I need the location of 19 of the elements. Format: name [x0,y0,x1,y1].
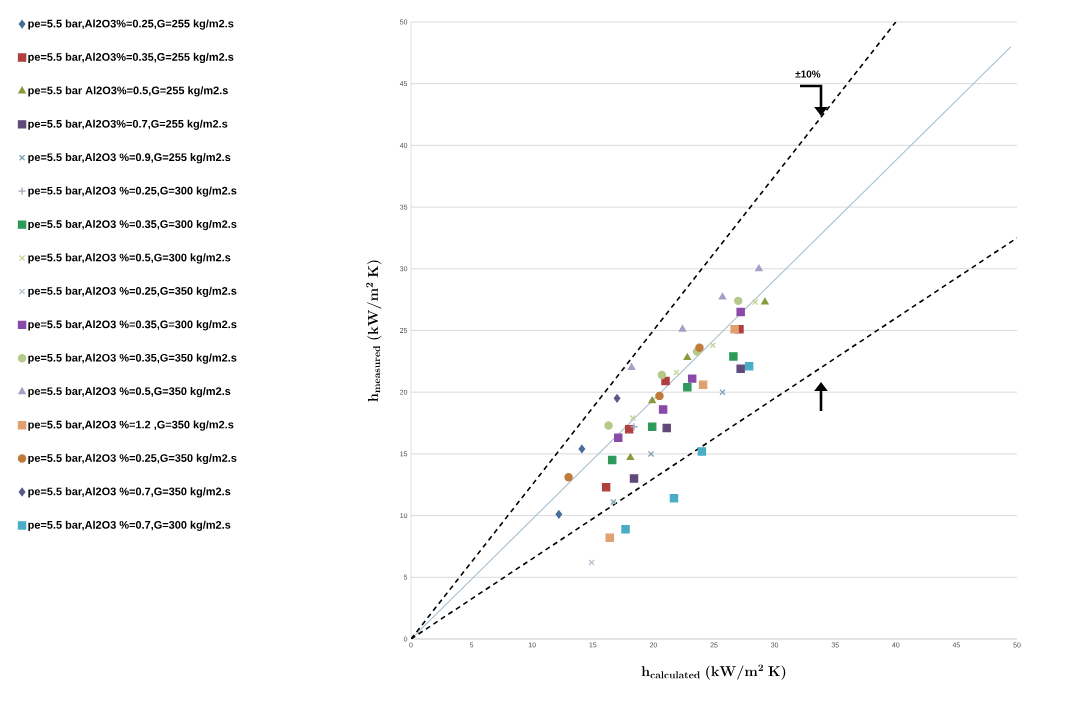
x-axis-title: $\mathbf{h_{calculated}~(kW/m^{2}~K)}$ [641,664,786,680]
legend-label: pe=5.5 bar,Al2O3 %=0.25,G=350 kg/m2.s [28,453,237,465]
legend-label: pe=5.5 bar,Al2O3 %=1.2 ,G=350 kg/m2.s [28,420,234,431]
legend-label: pe=5.5 bar,Al2O3 %=0.9,G=255 kg/m2.s [28,153,231,164]
legend-label: pe=5.5 bar,Al2O3 %=0.7,G=350 kg/m2.s [28,487,231,498]
annotation: ±10% [795,70,821,78]
legend-label: pe=5.5 bar,Al2O3 %=0.35,G=350 kg/m2.s [28,353,237,364]
legend-label: pe=5.5 bar,Al2O3%=0.25,G=255 kg/m2.s [28,19,234,30]
legend-label: pe=5.5 bar Al2O3%=0.5,G=255 kg/m2.s [28,86,228,97]
legend-label: pe=5.5 bar,Al2O3%=0.7,G=255 kg/m2.s [28,119,228,130]
legend-label: pe=5.5 bar,Al2O3%=0.35,G=255 kg/m2.s [28,52,234,64]
legend-label: pe=5.5 bar,Al2O3 %=0.5,G=300 kg/m2.s [28,253,231,264]
y-axis-title: $\mathbf{h_{measured}~(kW/m^{2}~K)}$ [366,260,382,402]
legend-label: pe=5.5 bar,Al2O3 %=0.5,G=350 kg/m2.s [28,387,231,398]
legend-label: pe=5.5 bar,Al2O3 %=0.35,G=300 kg/m2.s [28,320,237,331]
legend-label: pe=5.5 bar,Al2O3 %=0.25,G=350 kg/m2.s [28,286,237,298]
legend-label: pe=5.5 bar,Al2O3 %=0.25,G=300 kg/m2.s [28,186,237,197]
legend-label: pe=5.5 bar,Al2O3 %=0.7,G=300 kg/m2.s [28,520,231,531]
legend-label: pe=5.5 bar,Al2O3 %=0.35,G=300 kg/m2.s [28,219,237,231]
